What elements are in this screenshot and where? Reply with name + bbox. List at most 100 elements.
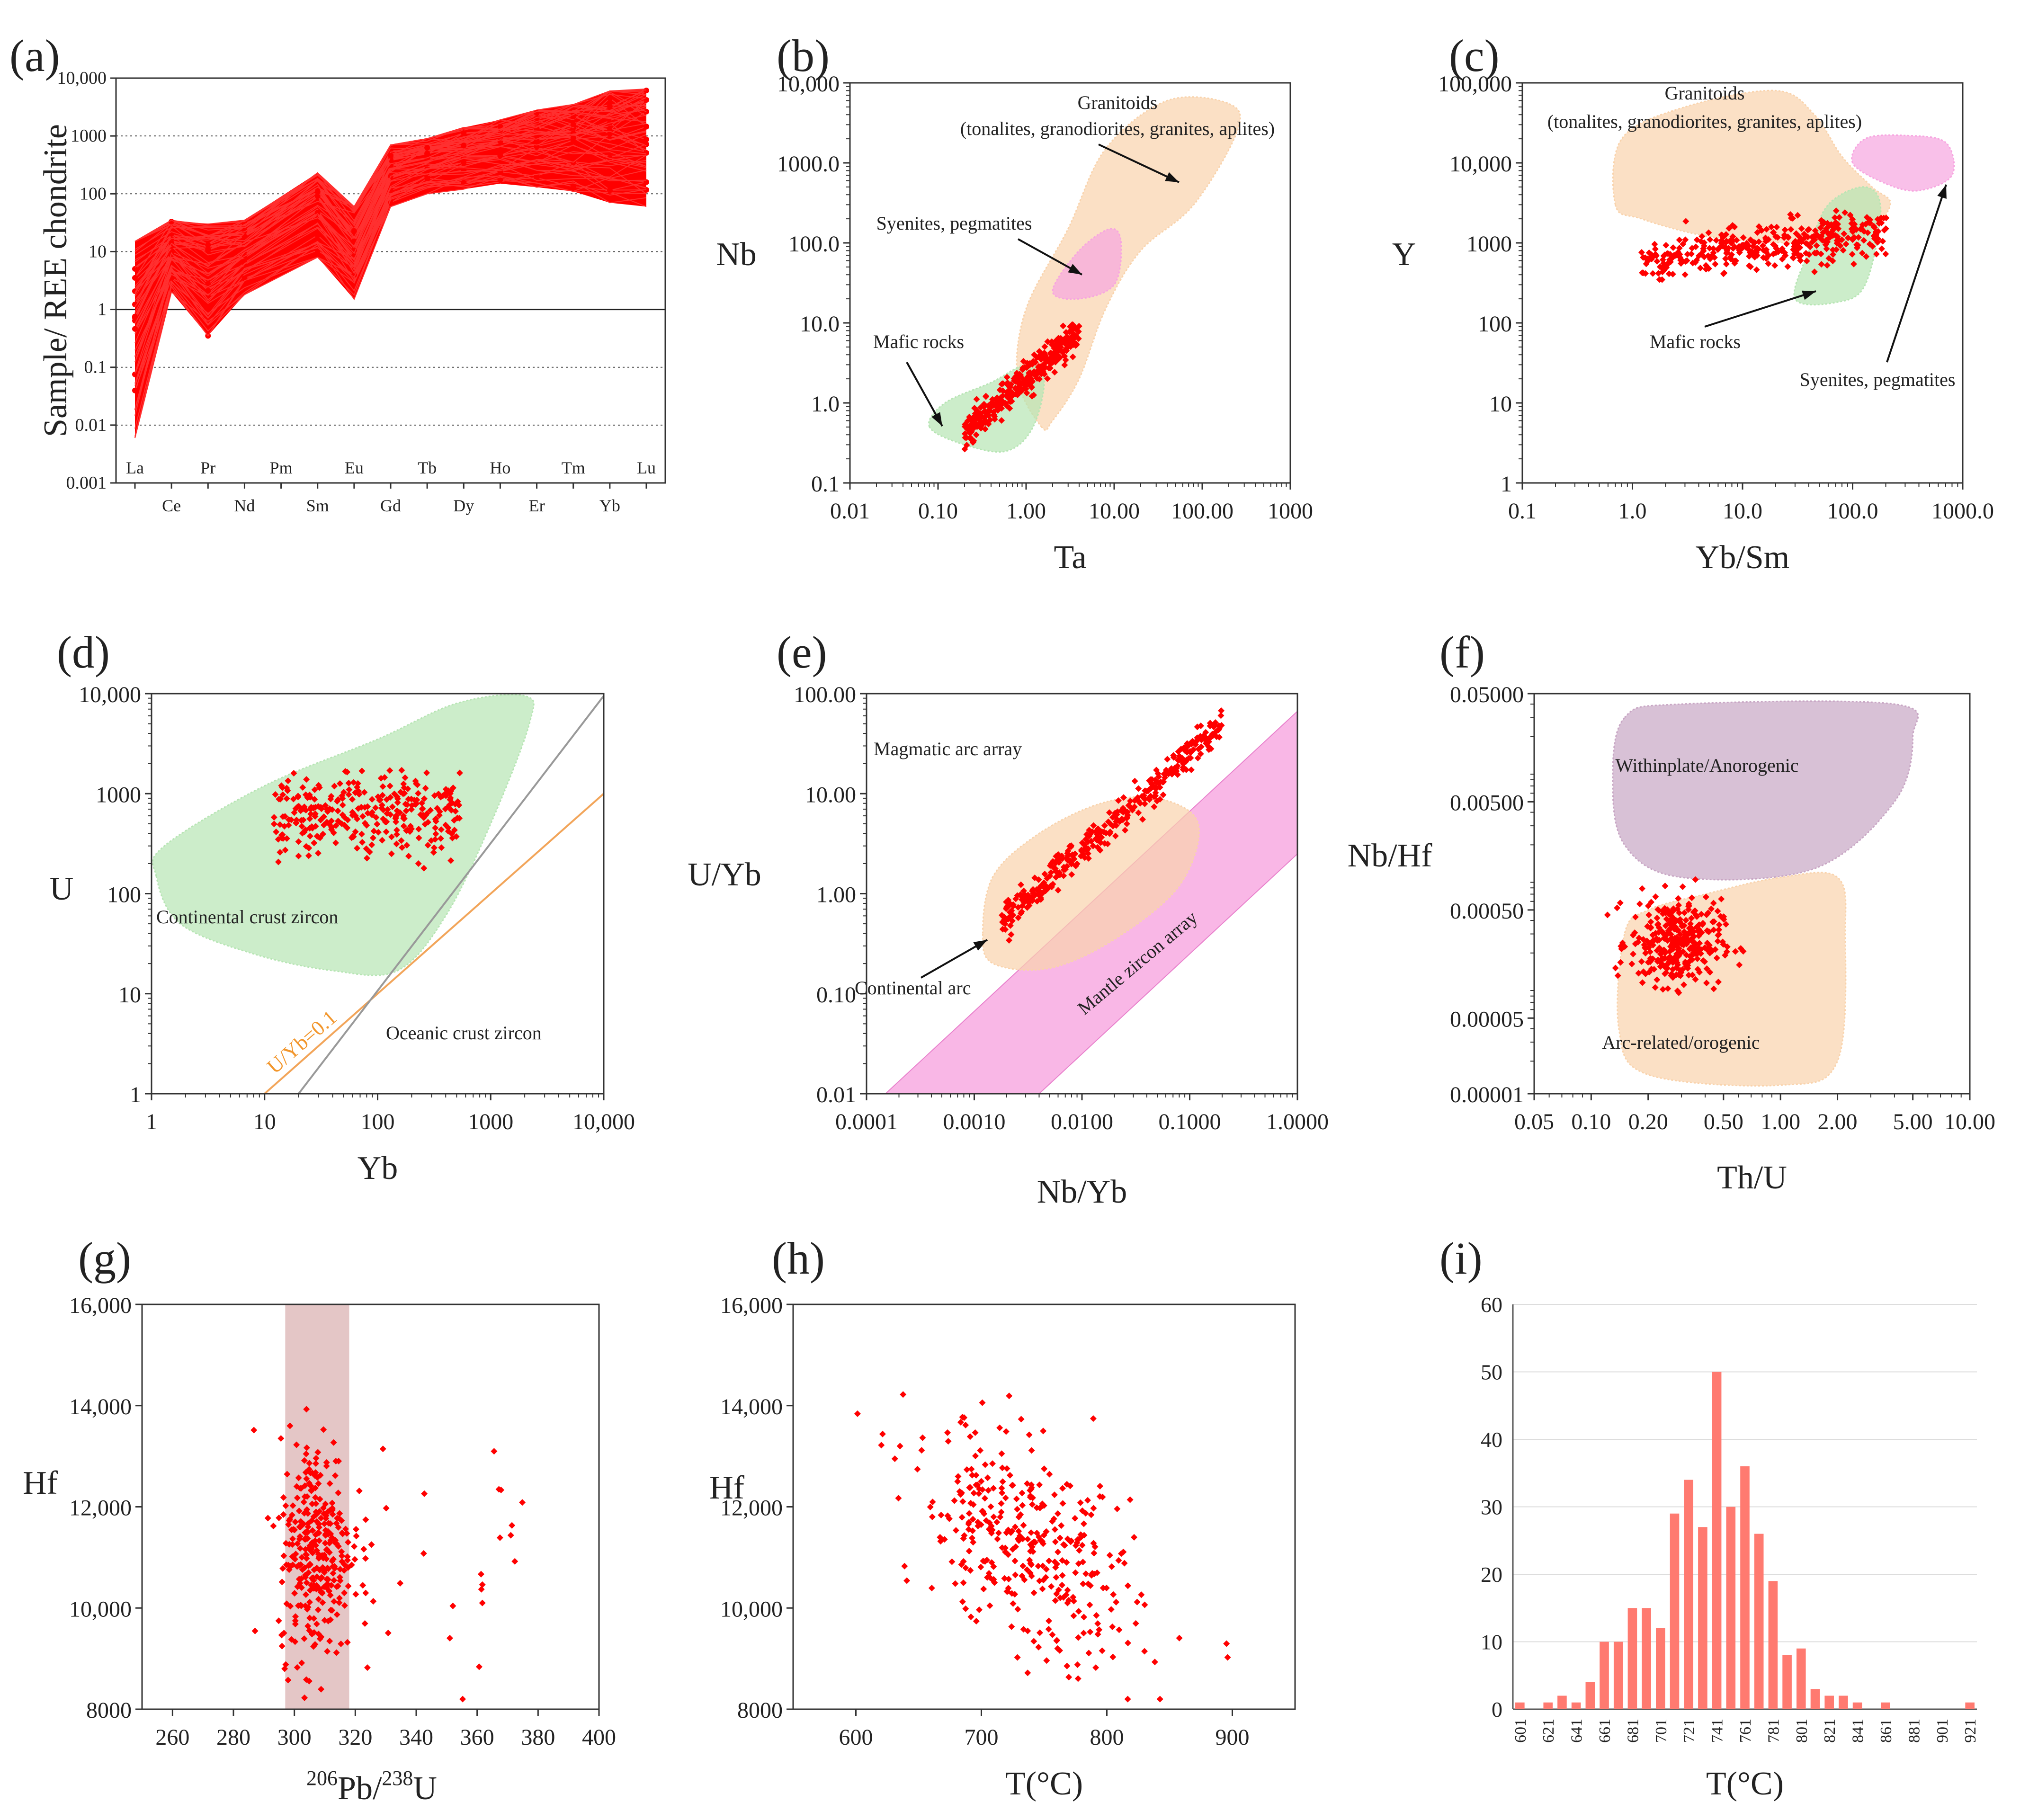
data-point	[1054, 1637, 1061, 1644]
y-tick-label: 16,000	[69, 1293, 132, 1318]
data-point	[328, 826, 335, 833]
data-point	[1090, 822, 1097, 829]
data-point	[1753, 249, 1760, 256]
data-point	[1659, 276, 1666, 283]
data-point	[1681, 271, 1689, 278]
data-point	[507, 1532, 514, 1539]
data-point	[1641, 941, 1648, 948]
data-point	[1005, 916, 1012, 923]
data-point	[1008, 1623, 1015, 1630]
data-point	[1669, 974, 1676, 981]
data-point	[1131, 777, 1138, 785]
data-point	[370, 828, 377, 835]
data-point	[1012, 895, 1019, 902]
ree-sample-line	[134, 154, 647, 384]
x-tick-label: 360	[460, 1725, 494, 1750]
data-point	[959, 1598, 966, 1606]
data-point	[1039, 1500, 1046, 1508]
y-tick-label: 0.001	[66, 473, 107, 493]
data-point	[377, 775, 384, 782]
data-point	[985, 1570, 992, 1577]
data-point	[1670, 244, 1677, 251]
y-axis-title: Sample/ REE chondrite	[37, 124, 74, 437]
data-point	[313, 1621, 320, 1628]
data-point	[1077, 1499, 1084, 1506]
data-point	[301, 1694, 308, 1701]
data-point	[299, 784, 306, 791]
arrow-line	[1098, 143, 1180, 183]
data-point	[1041, 343, 1048, 350]
data-point	[1771, 262, 1779, 269]
y-tick-label: 0.01	[816, 1082, 856, 1107]
data-point	[334, 807, 341, 814]
data-point	[1109, 1624, 1116, 1631]
data-point	[1716, 921, 1723, 928]
data-point	[349, 796, 356, 803]
data-point	[989, 1460, 996, 1467]
data-point	[957, 1491, 964, 1498]
data-point	[1113, 1598, 1120, 1606]
data-point	[1029, 1539, 1036, 1546]
data-point	[301, 1510, 308, 1517]
data-point	[1680, 241, 1687, 248]
data-point	[1019, 1502, 1026, 1509]
data-point	[1223, 1640, 1230, 1647]
panel-label: (a)	[9, 30, 60, 81]
data-point	[324, 1564, 331, 1571]
data-point	[1629, 931, 1636, 938]
histogram-bar	[1600, 1642, 1609, 1709]
data-point	[1723, 260, 1730, 268]
data-point	[1663, 262, 1670, 269]
data-point	[1695, 932, 1702, 939]
data-point	[1028, 377, 1036, 384]
data-point	[290, 795, 297, 803]
y-tick-label: 1	[98, 300, 107, 320]
data-point	[969, 1516, 976, 1523]
data-point	[1747, 249, 1754, 256]
data-point	[998, 1500, 1005, 1507]
data-point	[1729, 233, 1736, 240]
data-point	[368, 841, 375, 848]
data-point	[1833, 240, 1841, 247]
data-point	[1006, 901, 1013, 908]
data-point	[1707, 969, 1714, 976]
data-point	[1006, 937, 1013, 944]
data-point	[1037, 896, 1045, 903]
data-point	[1094, 1620, 1101, 1627]
data-point	[1682, 218, 1689, 225]
data-point	[971, 418, 978, 425]
y-tick-label: 100	[107, 883, 141, 908]
data-point	[306, 1542, 313, 1549]
ree-sample-line	[134, 94, 647, 242]
data-point	[1717, 913, 1724, 920]
data-point	[345, 1582, 352, 1589]
histogram-bar	[1839, 1695, 1848, 1709]
data-point	[1216, 725, 1223, 732]
data-point	[1694, 955, 1701, 963]
data-point	[286, 1566, 293, 1573]
data-point	[317, 1588, 324, 1596]
data-point	[963, 1466, 970, 1473]
data-point	[1124, 1582, 1131, 1589]
data-point	[1097, 1482, 1104, 1490]
data-point	[1867, 216, 1874, 223]
element-label: Lu	[637, 458, 656, 477]
data-point	[1647, 918, 1654, 925]
data-point	[361, 804, 368, 811]
data-point	[299, 1566, 306, 1573]
histogram-bar	[1571, 1702, 1581, 1709]
data-point	[286, 1517, 293, 1524]
ratio-lines	[264, 695, 604, 1094]
element-label: Er	[529, 496, 545, 515]
data-point	[327, 1537, 334, 1544]
data-point	[329, 1558, 336, 1565]
data-point	[400, 814, 407, 821]
data-point	[1006, 384, 1013, 391]
data-point	[280, 1552, 287, 1560]
data-point	[284, 787, 291, 794]
data-point	[421, 821, 429, 828]
data-point	[1126, 1496, 1134, 1503]
data-point	[495, 1486, 502, 1493]
data-point	[437, 835, 444, 842]
data-point	[328, 817, 335, 824]
